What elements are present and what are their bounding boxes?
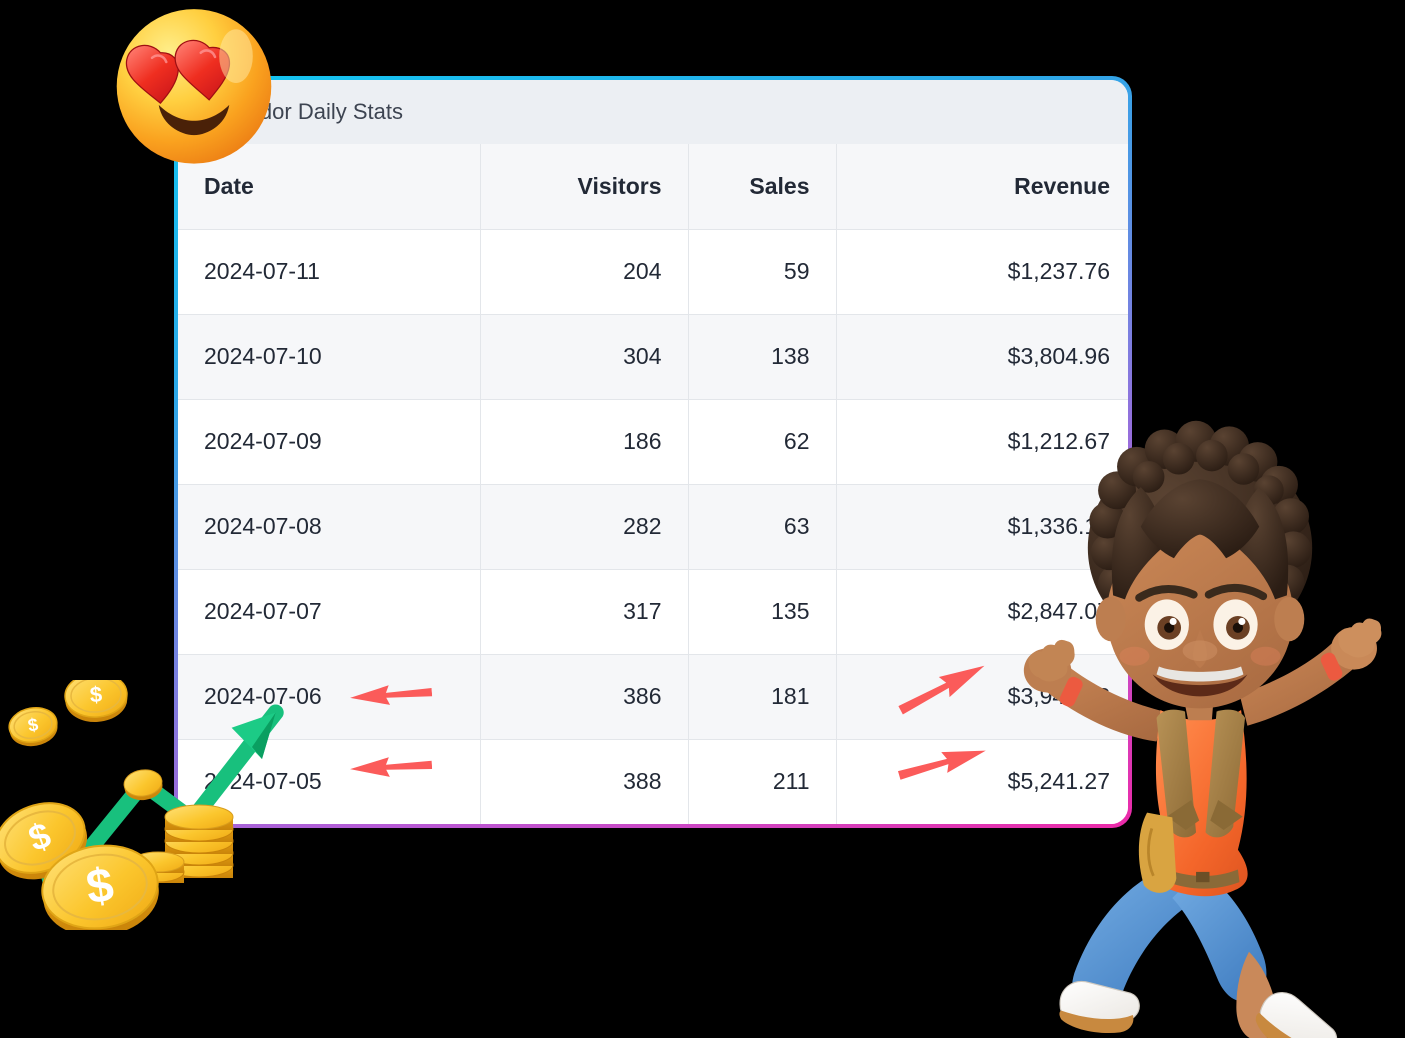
svg-text:$: $ [89,682,103,708]
